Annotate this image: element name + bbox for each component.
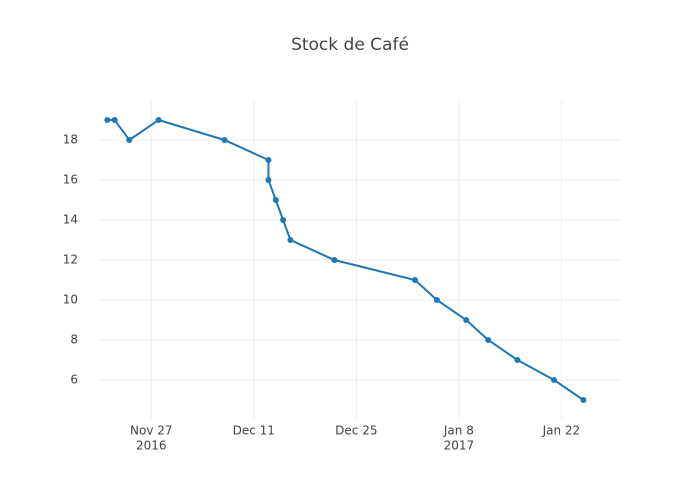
point <box>463 317 470 323</box>
point <box>580 397 587 403</box>
point <box>126 137 133 143</box>
point <box>551 377 558 383</box>
y-tick-label: 8 <box>70 333 78 347</box>
point <box>514 357 521 363</box>
point <box>265 177 272 183</box>
line <box>107 118 584 401</box>
x-tick-label: Dec 11 <box>233 424 275 438</box>
x-tick-label: Dec 25 <box>335 424 377 438</box>
point <box>485 337 492 343</box>
point <box>111 117 118 123</box>
x-tick-label: Jan 22 <box>542 424 581 438</box>
point <box>287 237 294 243</box>
x-tick-label: Jan 8 <box>443 424 474 438</box>
point <box>433 297 440 303</box>
x-tick-label: Nov 27 <box>130 424 173 438</box>
point <box>272 197 279 203</box>
y-tick-label: 16 <box>63 173 78 187</box>
point <box>155 117 162 123</box>
point <box>104 117 111 123</box>
chart-title: Stock de Café <box>291 35 409 55</box>
x-tick-label: 2016 <box>136 439 167 453</box>
x-tick-label: 2017 <box>444 439 475 453</box>
point <box>280 217 287 223</box>
y-tick-label: 10 <box>63 293 78 307</box>
y-tick-label: 14 <box>63 213 78 227</box>
point <box>265 157 272 163</box>
point <box>331 257 338 263</box>
y-tick-label: 18 <box>63 133 78 147</box>
y-tick-label: 12 <box>63 253 78 267</box>
point <box>411 277 418 283</box>
point <box>221 137 228 143</box>
y-tick-label: 6 <box>70 373 78 387</box>
